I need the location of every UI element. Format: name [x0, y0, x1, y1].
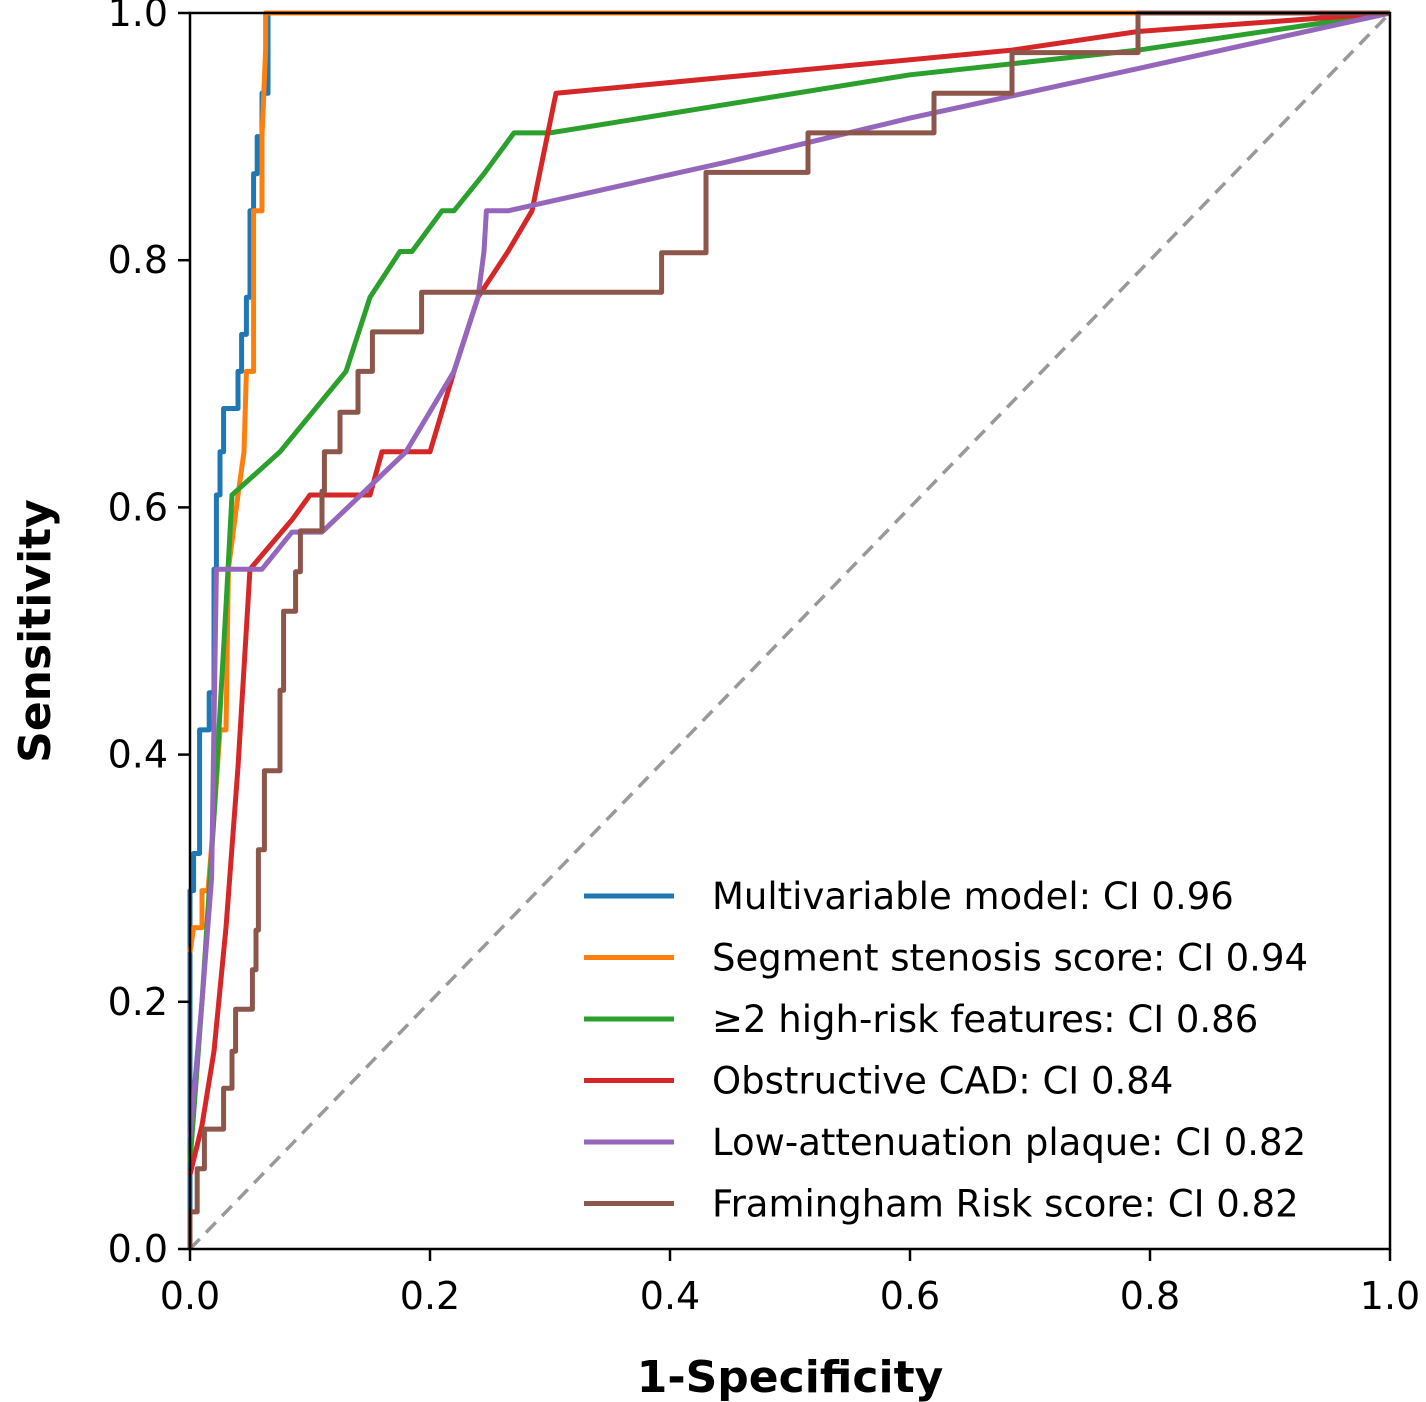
series-line-2	[187, 10, 1390, 953]
series-line-4	[187, 10, 1391, 1176]
series-line-6	[187, 10, 1390, 1249]
y-tick-label: 0.8	[108, 238, 168, 282]
y-tick-label: 0.4	[108, 733, 168, 777]
y-tick-label: 0.0	[108, 1227, 168, 1271]
ticks-layer: 0.0 0.2 0.4 0.6 0.8 1.0 0.0 0.2 0.4 0.6 0.8 1.0	[108, 0, 1421, 1318]
x-tick-label: 0.0	[160, 1274, 220, 1318]
x-tick-label: 0.4	[640, 1274, 700, 1318]
legend: Multivariable model: CI 0.96 Segment sten…	[584, 875, 1308, 1226]
x-tick-label: 0.8	[1120, 1274, 1180, 1318]
legend-label-6: Framingham Risk score: CI 0.82	[712, 1183, 1299, 1226]
plot-frame	[188, 11, 1392, 1251]
series-line-3	[187, 10, 1391, 1163]
x-tick-label: 1.0	[1360, 1274, 1420, 1318]
legend-label-4: Obstructive CAD: CI 0.84	[712, 1060, 1173, 1103]
legend-label-2: Segment stenosis score: CI 0.94	[712, 937, 1308, 980]
series-line-5	[187, 10, 1391, 1139]
x-tick-label: 0.6	[880, 1274, 940, 1318]
x-axis-label: 1-Specificity	[637, 1352, 944, 1402]
x-tick-label: 0.2	[400, 1274, 460, 1318]
curves-layer	[187, 10, 1392, 1251]
y-tick-label: 0.2	[108, 980, 168, 1024]
y-tick-label: 0.6	[108, 485, 168, 529]
reference-diagonal-line	[188, 11, 1392, 1251]
series-line-1	[187, 13, 271, 1249]
legend-label-3: ≥2 high-risk features: CI 0.86	[712, 998, 1258, 1041]
y-axis-label: Sensitivity	[10, 499, 61, 763]
legend-label-1: Multivariable model: CI 0.96	[712, 875, 1234, 918]
legend-label-5: Low-attenuation plaque: CI 0.82	[712, 1121, 1306, 1164]
y-tick-label: 1.0	[108, 0, 168, 35]
